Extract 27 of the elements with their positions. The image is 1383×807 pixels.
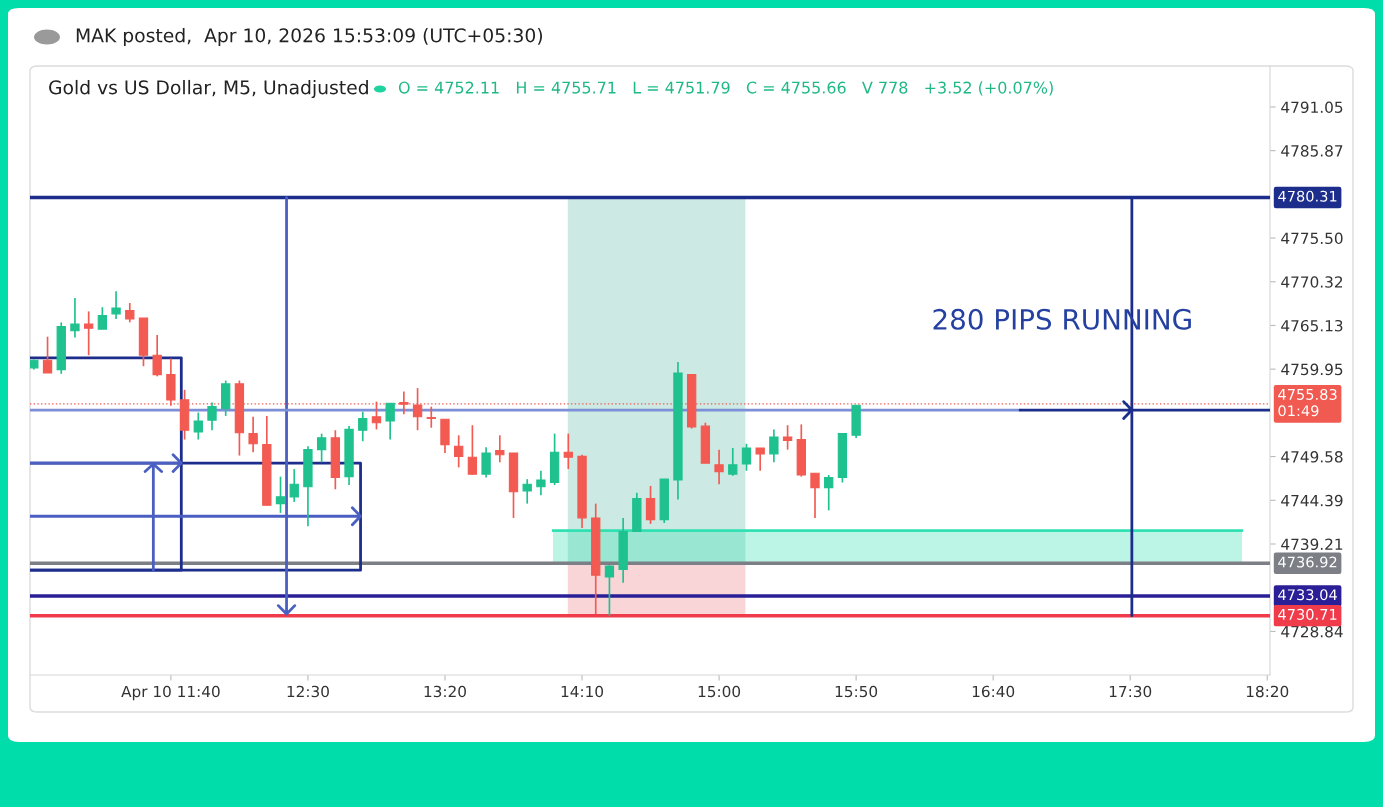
y-tick-label: 4775.50 <box>1281 232 1343 245</box>
y-tick-label: 4759.95 <box>1281 363 1343 376</box>
text: Gold vs US Dollar, M5, Unadjusted <box>49 79 368 99</box>
y-tick-label: 4770.32 <box>1281 276 1343 288</box>
x-tick-label: 18:20 <box>1246 685 1289 698</box>
y-tick-label: 4739.21 <box>1281 538 1343 551</box>
x-tick-label: Apr 10 11:40 <box>121 685 220 701</box>
ref-line-label: 4730.71 <box>1278 608 1337 620</box>
text: O = 4752.11 H = 4755.71 L = 4751.79 C = 4755.66 V 778 +3.52 (+0.07%) <box>398 81 1053 96</box>
x-tick-label: 17:30 <box>1109 685 1152 698</box>
x-tick-label: 13:20 <box>424 685 466 698</box>
ref-line-label: 4780.31 <box>1278 190 1337 202</box>
y-tick-label: 4749.58 <box>1281 451 1343 463</box>
x-tick-label: 12:30 <box>287 685 329 698</box>
text: MAK posted, Apr 10, 2026 15:53:09 (UTC+05:30) <box>76 27 543 47</box>
y-tick-label: 4765.13 <box>1281 319 1343 332</box>
x-tick-label: 14:10 <box>561 685 604 698</box>
y-tick-label: 4791.05 <box>1281 101 1343 113</box>
x-tick-label: 16:40 <box>972 685 1015 698</box>
ref-line-label: 4736.92 <box>1278 556 1337 568</box>
ref-line-label: 4755.83 01:49 <box>1278 388 1337 417</box>
y-tick-label: 4744.39 <box>1281 494 1343 507</box>
x-tick-label: 15:00 <box>698 685 741 698</box>
ref-line-label: 4733.04 <box>1278 589 1337 601</box>
x-tick-label: 15:50 <box>835 685 878 698</box>
y-tick-label: 4785.87 <box>1281 145 1343 157</box>
y-tick-label: 4728.84 <box>1281 625 1343 638</box>
